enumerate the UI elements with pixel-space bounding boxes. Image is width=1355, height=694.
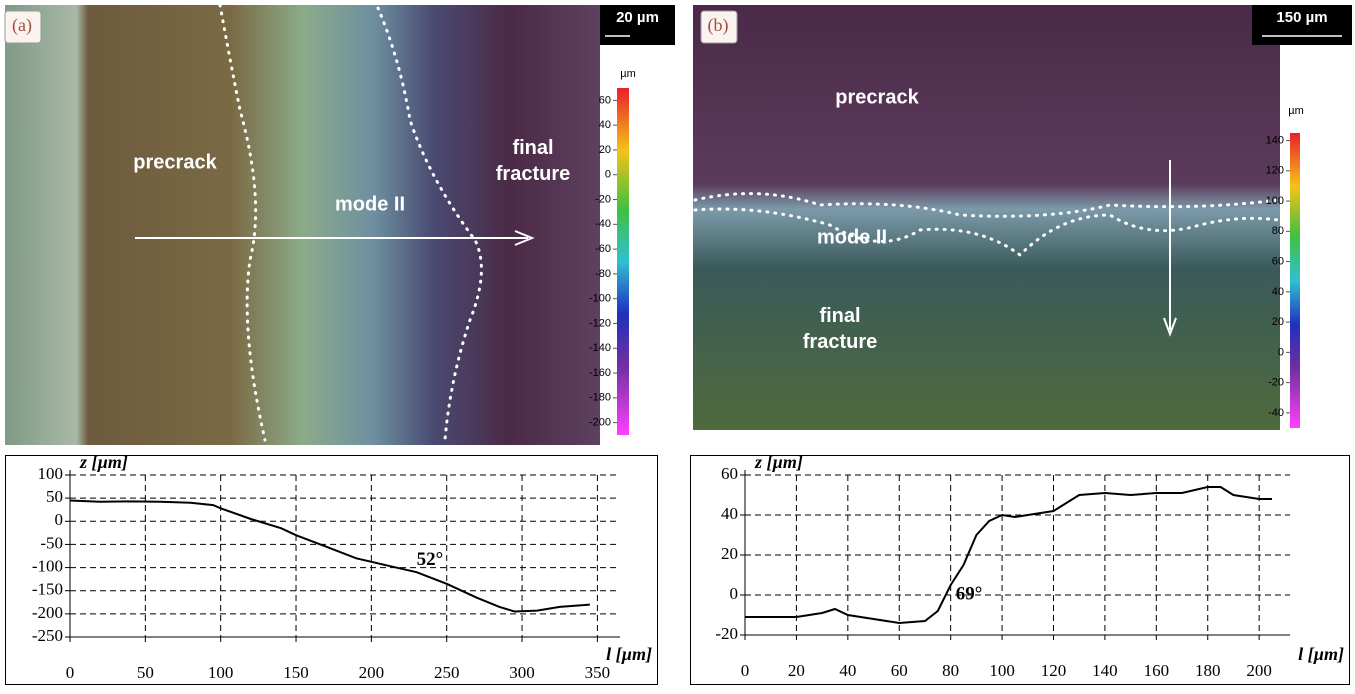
colorbar-tick-label: -200 [589,417,611,429]
x-tick-label: 60 [891,661,908,680]
panel-label: (a) [12,15,32,36]
y-tick-label: 0 [730,584,739,603]
y-tick-label: -200 [32,603,63,622]
scale-label: 20 µm [616,9,659,26]
colorbar-unit: µm [620,68,636,80]
colorbar-tick-label: -180 [589,392,611,404]
y-tick-label: -150 [32,580,63,599]
colorbar-tick-label: -140 [589,342,611,354]
colorbar-tick-label: -120 [589,317,611,329]
x-tick-label: 180 [1195,661,1221,680]
colorbar-tick-label: 100 [1266,195,1284,207]
colorbar-tick-label: 80 [1272,225,1284,237]
x-tick-label: 0 [741,661,750,680]
colorbar-tick-label: -160 [589,367,611,379]
y-tick-label: -250 [32,626,63,645]
region-label: mode II [817,226,887,248]
colorbar-tick-label: 60 [1272,255,1284,267]
region-label: mode II [335,193,405,215]
x-tick-label: 200 [1246,661,1272,680]
x-tick-label: 100 [208,663,234,682]
chart-frame [6,456,658,685]
x-tick-label: 120 [1041,661,1067,680]
y-tick-label: -100 [32,556,63,575]
x-tick-label: 140 [1092,661,1118,680]
sem-image [5,5,600,445]
y-axis-label: z [µm] [754,452,803,472]
y-tick-label: 40 [721,504,738,523]
x-tick-label: 350 [585,663,611,682]
colorbar-tick-label: -80 [595,268,611,280]
x-tick-label: 200 [359,663,385,682]
y-tick-label: 20 [721,544,738,563]
x-tick-label: 150 [283,663,309,682]
x-tick-label: 160 [1144,661,1170,680]
colorbar-tick-label: 120 [1266,165,1284,177]
x-tick-label: 250 [434,663,460,682]
colorbar-unit: µm [1288,105,1304,117]
scale-label: 150 µm [1276,9,1327,26]
chart-frame [691,456,1350,685]
colorbar-tick-label: 40 [599,119,611,131]
x-tick-label: 50 [137,663,154,682]
x-tick-label: 20 [788,661,805,680]
colorbar-tick-label: 40 [1272,286,1284,298]
colorbar-tick-label: -40 [1268,407,1284,419]
colorbar-tick-label: -20 [1268,377,1284,389]
colorbar-tick-label: 0 [1278,346,1284,358]
x-tick-label: 40 [839,661,856,680]
panel-label: (b) [708,15,729,36]
page: (a)20 µmprecrackmode IIfinalfractureµm60… [0,0,1355,694]
y-tick-label: -20 [715,624,738,643]
y-tick-label: -50 [40,533,63,552]
colorbar-tick-label: 60 [599,94,611,106]
annotation: 69° [956,583,983,604]
x-tick-label: 0 [66,663,75,682]
x-tick-label: 80 [942,661,959,680]
sem-image [693,5,1280,430]
y-tick-label: 0 [55,510,64,529]
x-tick-label: 300 [509,663,535,682]
region-label: precrack [835,86,919,108]
colorbar-tick-label: -60 [595,243,611,255]
colorbar-tick-label: 140 [1266,134,1284,146]
colorbar [1290,133,1300,428]
x-tick-label: 100 [989,661,1015,680]
figure: (a)20 µmprecrackmode IIfinalfractureµm60… [0,0,1355,689]
x-axis-label: l [µm] [1298,644,1344,664]
region-label: precrack [133,151,217,173]
colorbar-tick-label: 20 [1272,316,1284,328]
colorbar-tick-label: -100 [589,293,611,305]
colorbar-tick-label: 0 [605,169,611,181]
data-line [70,501,590,612]
colorbar-tick-label: 20 [599,144,611,156]
annotation: 52° [417,549,444,570]
y-axis-label: z [µm] [79,452,128,472]
colorbar-tick-label: -20 [595,193,611,205]
colorbar [617,88,629,435]
y-tick-label: 60 [721,464,738,483]
colorbar-tick-label: -40 [595,218,611,230]
y-tick-label: 100 [38,464,64,483]
x-axis-label: l [µm] [606,644,652,664]
y-tick-label: 50 [46,487,63,506]
